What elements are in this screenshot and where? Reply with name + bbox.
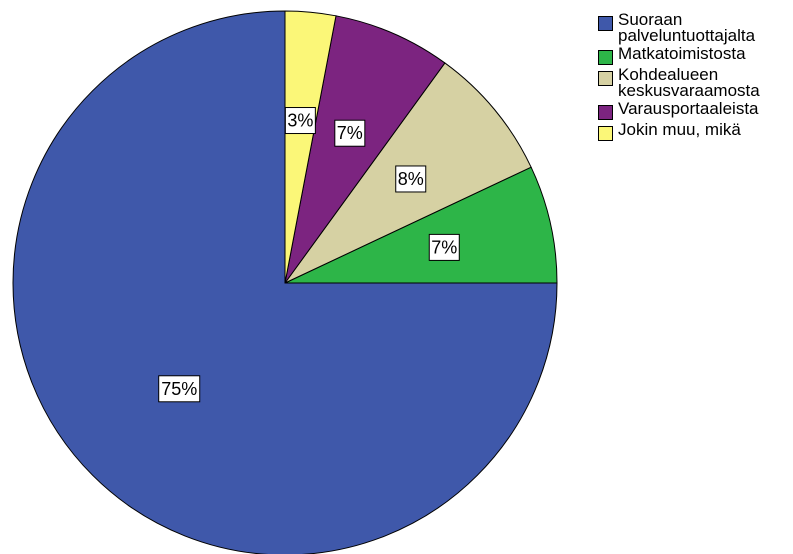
data-label: 7% bbox=[337, 123, 363, 143]
data-label-box bbox=[334, 119, 366, 147]
pie-slice bbox=[284, 15, 446, 284]
legend-item: Varausportaaleista bbox=[598, 99, 760, 120]
data-label-box bbox=[428, 233, 460, 261]
legend-swatch bbox=[598, 50, 613, 65]
data-label-box bbox=[284, 107, 316, 135]
data-label-box bbox=[158, 375, 201, 403]
pie-slices bbox=[12, 10, 558, 554]
pie-slice bbox=[284, 10, 337, 284]
data-label: 75% bbox=[161, 379, 197, 399]
data-label: 7% bbox=[431, 237, 457, 257]
data-label: 3% bbox=[287, 111, 313, 131]
data-label-box bbox=[395, 165, 427, 193]
legend-label: Kohdealueen keskusvaraamosta bbox=[618, 65, 760, 100]
legend-label: Suoraan palveluntuottajalta bbox=[618, 10, 756, 45]
legend-label: Varausportaaleista bbox=[618, 99, 759, 118]
pie-slice bbox=[284, 166, 558, 284]
legend-item: Jokin muu, mikä bbox=[598, 120, 760, 141]
legend-swatch bbox=[598, 126, 613, 141]
legend-swatch bbox=[598, 71, 613, 86]
data-label: 8% bbox=[398, 169, 424, 189]
chart-legend: Suoraan palveluntuottajalta Matkatoimist… bbox=[598, 10, 760, 143]
legend-item: Suoraan palveluntuottajalta bbox=[598, 10, 760, 45]
legend-item: Kohdealueen keskusvaraamosta bbox=[598, 65, 760, 100]
legend-swatch bbox=[598, 16, 613, 31]
legend-item: Matkatoimistosta bbox=[598, 44, 760, 65]
pie-value-labels: 75% 7% 8% 7% 3% bbox=[158, 107, 460, 403]
pie-slice bbox=[12, 10, 558, 554]
legend-label: Jokin muu, mikä bbox=[618, 120, 741, 139]
legend-swatch bbox=[598, 105, 613, 120]
legend-label: Matkatoimistosta bbox=[618, 44, 746, 63]
